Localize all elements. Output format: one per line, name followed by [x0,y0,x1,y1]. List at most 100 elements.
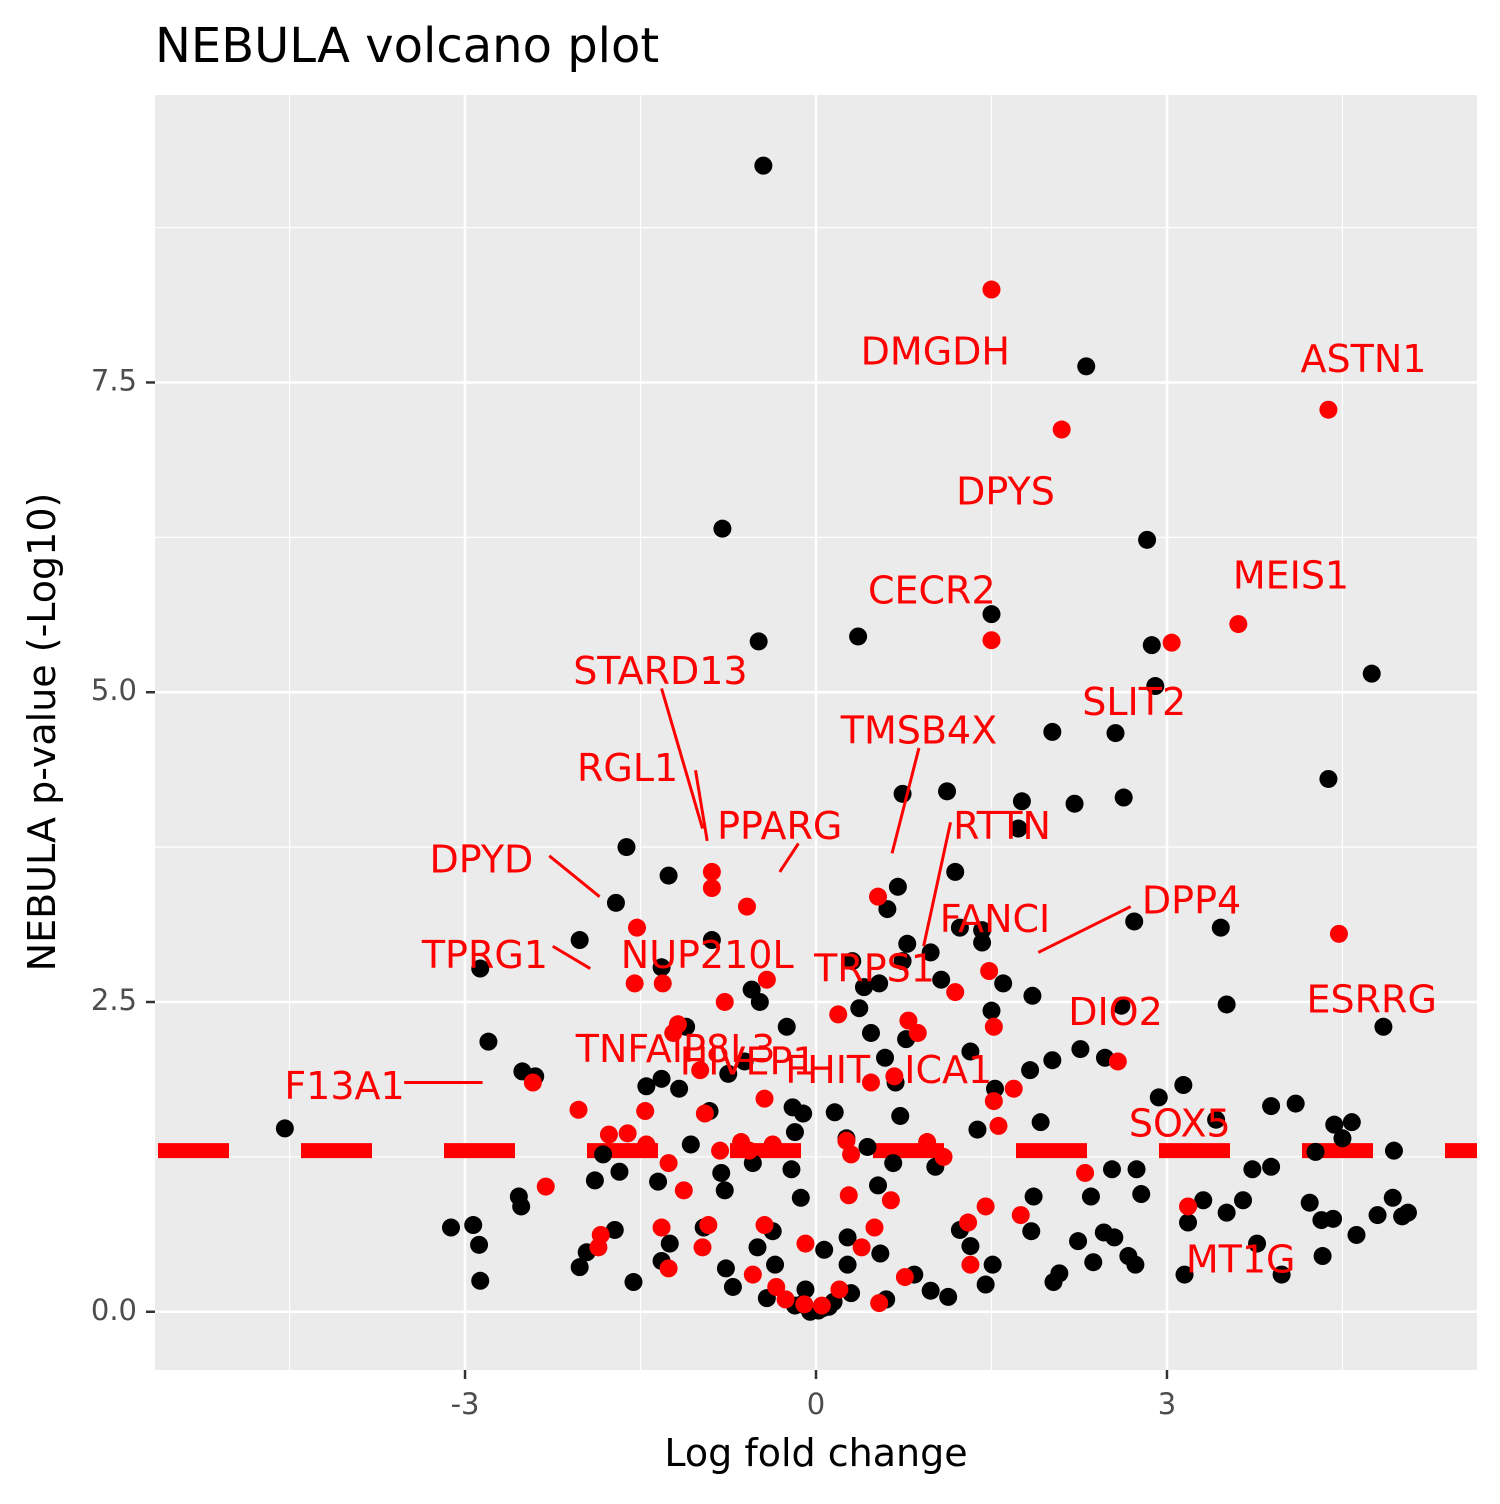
data-point [1262,1157,1281,1176]
data-point-highlighted [984,1092,1003,1111]
data-point-highlighted [1011,1206,1030,1225]
data-point-highlighted [812,1296,831,1315]
data-point [1319,769,1338,788]
axes: 0.0 2.5 5.0 7.5 -3 0 3 [91,363,1176,1421]
gene-label: SOX5 [1129,1101,1231,1145]
data-point [624,1273,643,1292]
gene-label: DPYS [956,469,1055,513]
data-point-highlighted [674,1181,693,1200]
gene-label: DPP4 [1142,878,1241,922]
data-point [976,1275,995,1294]
data-point-highlighted [795,1295,814,1314]
data-point [1211,918,1230,937]
data-point [441,1218,460,1237]
gene-label: ESRRG [1307,977,1437,1021]
data-point-highlighted [628,918,647,937]
data-point [938,782,957,801]
data-point [1179,1213,1198,1232]
data-point [921,1281,940,1300]
y-axis-title: NEBULA p-value (-Log10) [20,493,64,972]
data-point [1138,530,1157,549]
gene-label: DPYD [429,837,533,881]
data-point [606,893,625,912]
data-point [719,1064,738,1083]
data-point [794,1104,813,1123]
data-point [982,605,1001,624]
data-point-highlighted [659,1154,678,1173]
data-point [1012,792,1031,811]
data-point [939,1287,958,1306]
data-point-highlighted [625,974,644,993]
data-point [1114,788,1133,807]
data-point [838,1255,857,1274]
gene-label-connector [552,944,591,970]
gene-label: RGL1 [577,746,678,790]
data-point [825,1103,844,1122]
data-point [512,1197,531,1216]
data-point [1022,1222,1041,1241]
data-point [791,1188,810,1207]
data-point [713,519,732,538]
data-point [652,1069,671,1088]
data-point [1342,1113,1361,1132]
data-point [471,1271,490,1290]
data-point-highlighted [767,1277,786,1296]
gene-label: SLIT2 [1082,680,1186,724]
data-point-highlighted [961,1255,980,1274]
gene-label: HIVEP1 [680,1039,817,1083]
data-point-highlighted [763,1135,782,1154]
data-point-highlighted [1162,633,1181,652]
data-point [961,1237,980,1256]
data-point [785,1123,804,1142]
data-point [1069,1232,1088,1251]
data-point-highlighted [1108,1052,1127,1071]
data-point-highlighted [842,1145,861,1164]
data-point [702,931,721,950]
data-point-highlighted [989,1116,1008,1135]
data-point [815,1240,834,1259]
data-point-highlighted [664,1023,683,1042]
data-point [1106,724,1125,743]
data-point-highlighted [959,1213,978,1232]
data-point-highlighted [908,1023,927,1042]
data-point [1077,357,1096,376]
data-point [570,931,589,950]
data-point [1132,1185,1151,1204]
data-point [1084,1253,1103,1272]
data-point-highlighted [757,970,776,989]
data-point-highlighted [852,1238,871,1257]
gene-label-connector [778,842,800,873]
data-point [1383,1188,1402,1207]
data-point [670,1079,689,1098]
data-point-highlighted [829,1005,848,1024]
data-point [610,1162,629,1181]
data-point [471,959,490,978]
gene-label: RTTN [953,804,1051,848]
data-point [1207,1110,1226,1129]
gene-label: F13A1 [284,1064,404,1108]
data-point-highlighted [715,992,734,1011]
data-point-highlighted [976,1197,995,1216]
data-point [1071,1040,1090,1059]
data-point-highlighted [895,1268,914,1287]
data-point-highlighted [743,1265,762,1284]
gene-label: FHIT [785,1048,871,1092]
data-point [1126,1255,1145,1274]
gene-label: TMSB4X [840,709,997,753]
data-point [1024,1187,1043,1206]
data-point [1306,1142,1325,1161]
gene-label: MT1G [1186,1238,1296,1282]
data-point [1009,819,1028,838]
data-point [1374,1017,1393,1036]
data-point [1043,1051,1062,1070]
data-point [1081,1187,1100,1206]
data-point [1324,1209,1343,1228]
data-point [1243,1160,1262,1179]
data-point [893,952,912,971]
data-point-highlighted [934,1147,953,1166]
data-point-highlighted [740,1141,759,1160]
data-point-highlighted [982,280,1001,299]
data-point [716,1259,735,1278]
gene-label: FANCI [940,897,1051,941]
